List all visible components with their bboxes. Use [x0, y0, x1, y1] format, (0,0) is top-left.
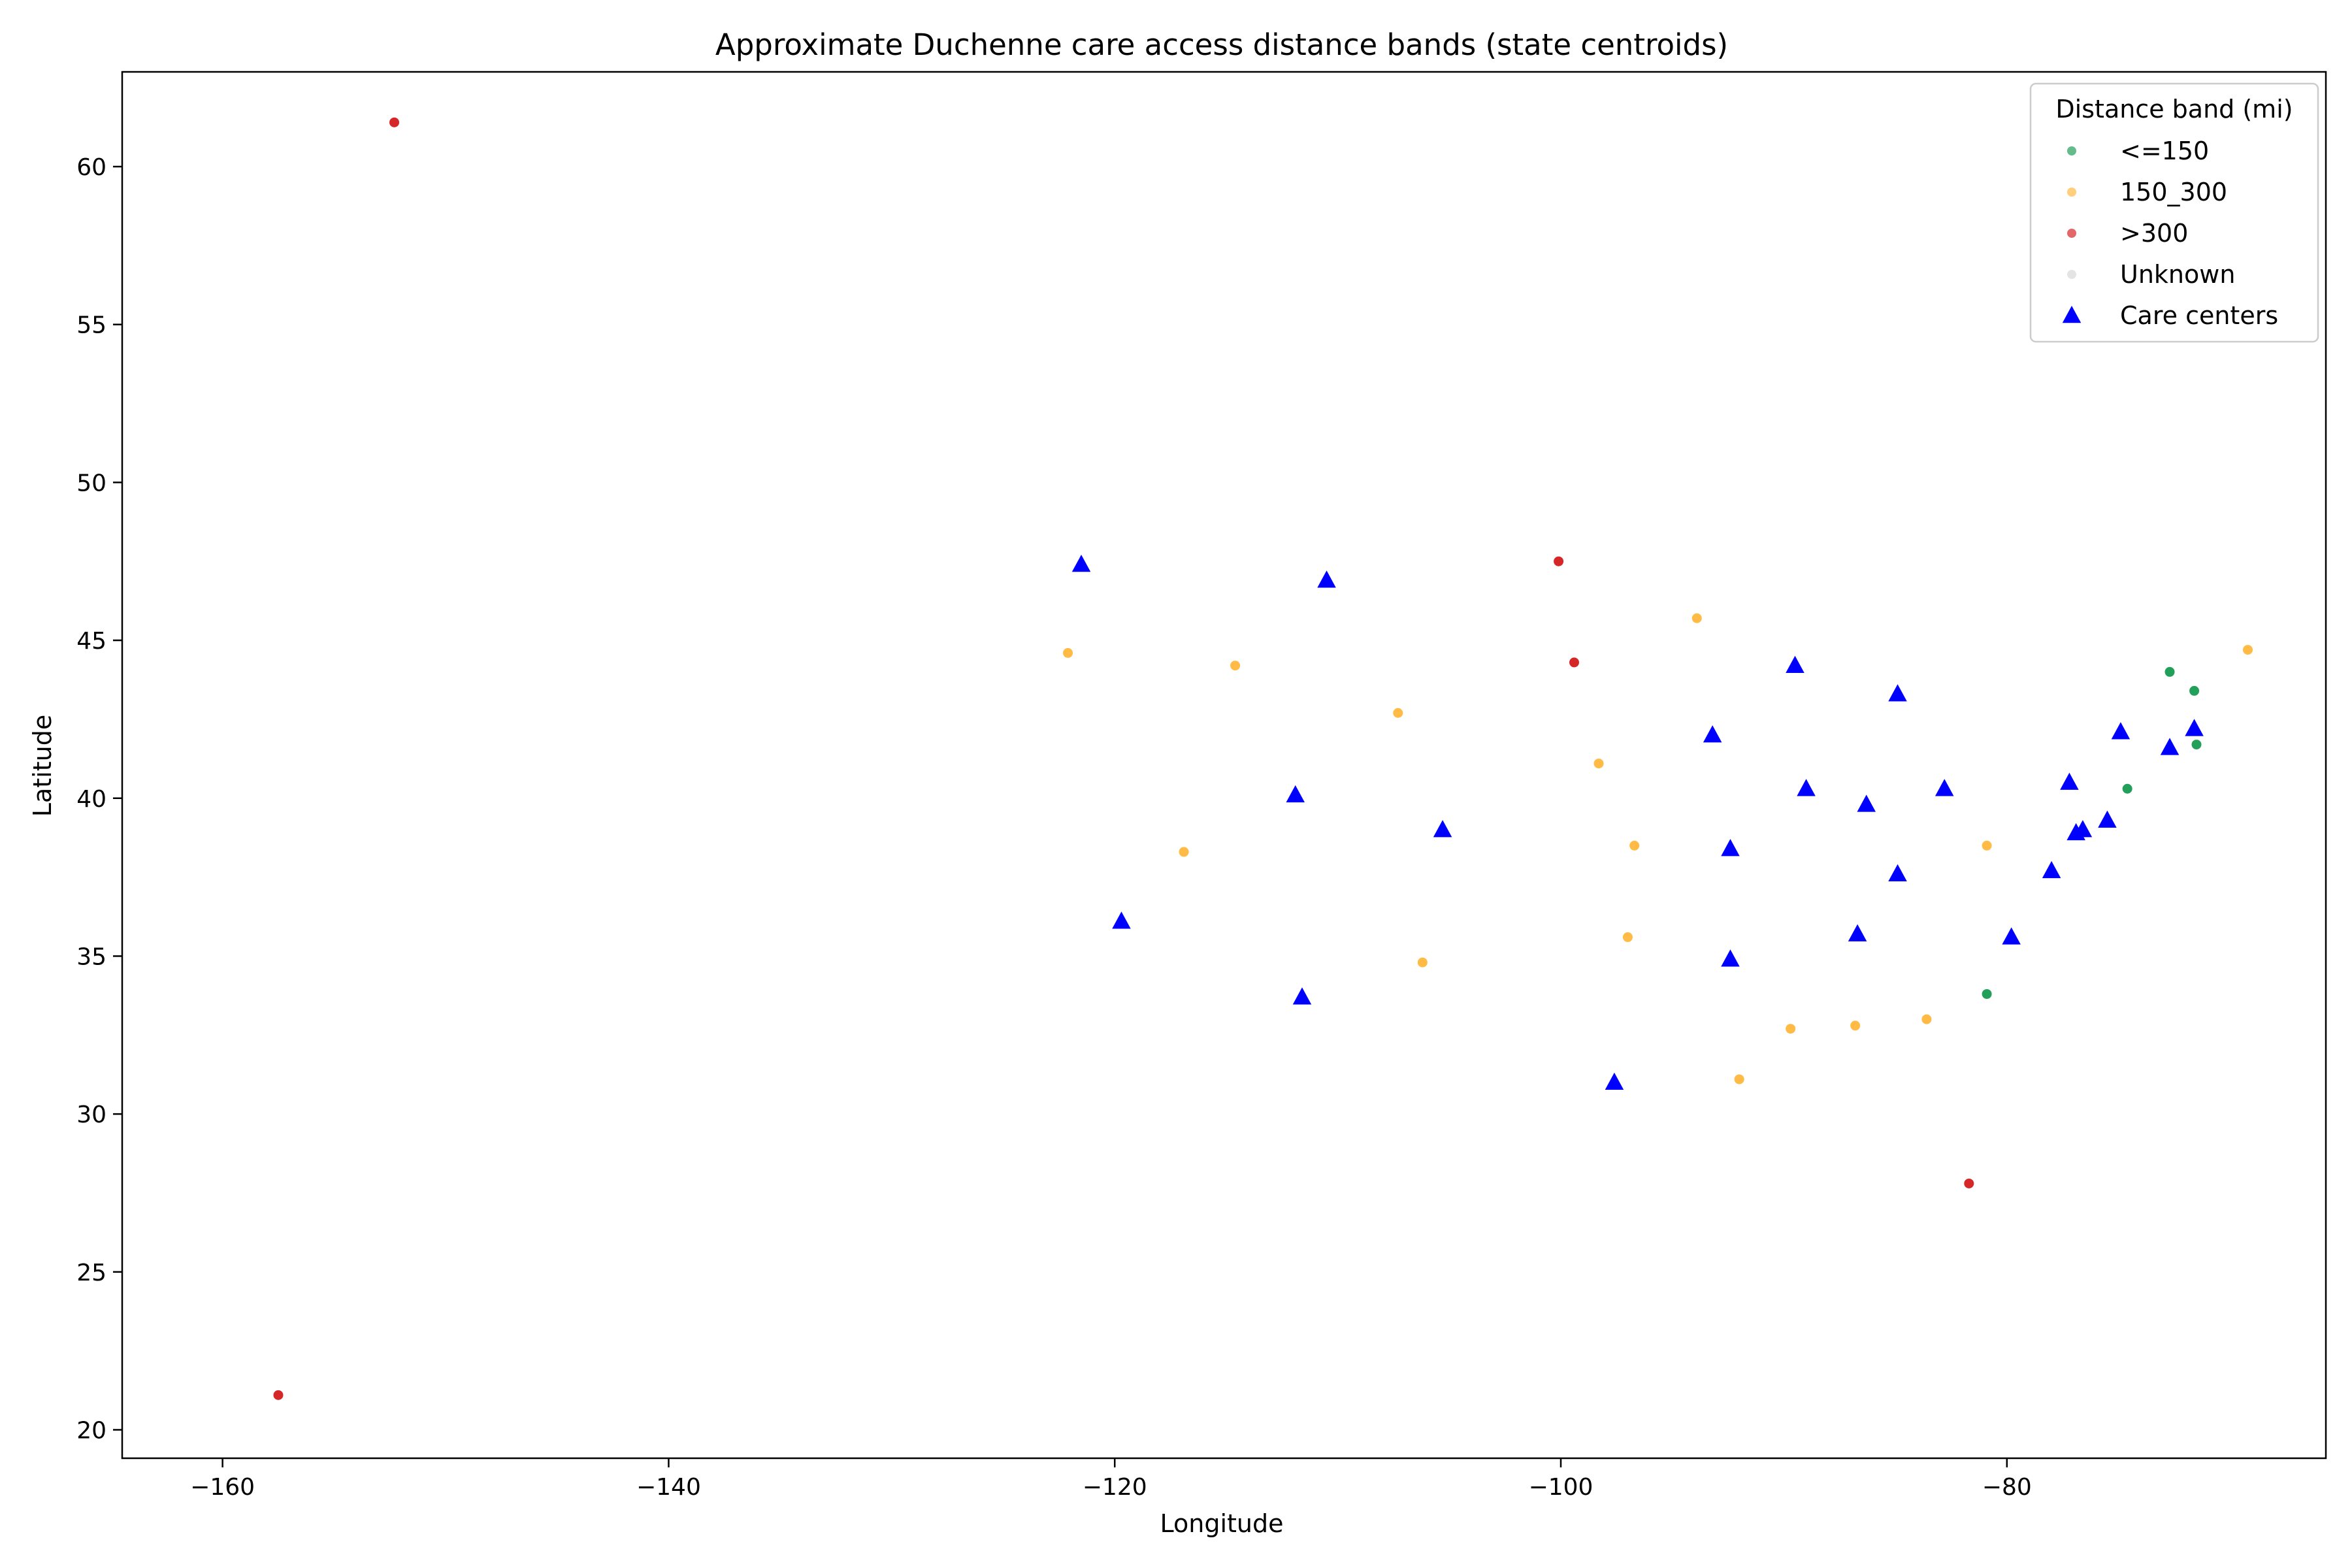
state-centroid-point — [2191, 740, 2202, 750]
y-tick-label: 40 — [76, 786, 106, 813]
legend-circle-marker — [2067, 146, 2076, 155]
state-centroid-point — [1921, 1014, 1932, 1024]
care-center-marker — [2098, 810, 2117, 828]
care-center-marker — [1721, 949, 1740, 967]
y-tick-label: 25 — [76, 1260, 106, 1286]
legend-entry-label: 150_300 — [2120, 178, 2227, 206]
care-center-marker — [2185, 719, 2204, 736]
state-centroid-point — [1629, 840, 1640, 851]
y-tick-label: 60 — [76, 154, 106, 181]
legend-circle-marker — [2067, 188, 2076, 197]
plot-points — [273, 117, 2253, 1400]
state-centroid-point — [273, 1390, 284, 1400]
y-tick-label: 30 — [76, 1102, 106, 1128]
care-center-marker — [1721, 839, 1740, 857]
state-centroid-point — [1593, 759, 1604, 769]
legend-circle-marker — [2067, 229, 2076, 238]
state-centroid-point — [2189, 685, 2200, 696]
legend: Distance band (mi) <=150 150_300 >300 Unknow… — [2029, 82, 2319, 343]
care-center-marker — [1703, 725, 1722, 743]
y-tick-label: 45 — [76, 628, 106, 655]
care-center-marker — [2160, 738, 2180, 755]
x-axis-label: Longitude — [1160, 1509, 1284, 1538]
chart-title: Approximate Duchenne care access distanc… — [715, 27, 1728, 62]
care-center-marker — [1071, 555, 1091, 572]
y-tick-label: 20 — [76, 1417, 106, 1444]
legend-triangle-marker — [2062, 306, 2082, 323]
care-center-marker — [2060, 772, 2079, 790]
y-tick-label: 35 — [76, 943, 106, 970]
state-centroid-point — [2164, 666, 2175, 677]
state-centroid-point — [1569, 657, 1579, 668]
state-centroid-point — [1691, 613, 1702, 623]
care-center-marker — [1786, 655, 1805, 673]
state-centroid-point — [1982, 840, 1992, 851]
state-centroid-point — [1063, 647, 1073, 658]
plot-frame — [121, 71, 2327, 1460]
x-tick-label: −100 — [1529, 1474, 1593, 1501]
care-center-marker — [1848, 924, 1867, 941]
care-center-marker — [1433, 820, 1452, 838]
legend-box — [2029, 82, 2319, 343]
y-axis: 20 25 30 35 40 45 50 55 60 — [76, 154, 122, 1444]
care-center-marker — [2042, 860, 2061, 879]
care-center-marker — [1888, 864, 1907, 882]
state-centroid-point — [1179, 847, 1189, 857]
x-tick-label: −80 — [1982, 1474, 2032, 1501]
y-axis-label: Latitude — [28, 715, 57, 817]
legend-title: Distance band (mi) — [2055, 95, 2293, 123]
care-center-marker — [1888, 684, 1907, 702]
care-center-marker — [1935, 779, 1954, 796]
state-centroid-point — [1393, 708, 1403, 718]
state-centroid-point — [1850, 1021, 1861, 1031]
state-centroid-point — [2122, 783, 2132, 794]
state-centroid-point — [1554, 556, 1564, 566]
care-center-marker — [1112, 911, 1131, 929]
state-centroid-point — [389, 117, 400, 127]
care-center-marker — [1317, 570, 1336, 588]
care-center-marker — [1292, 987, 1312, 1005]
care-center-marker — [1797, 779, 1816, 796]
x-axis: −160 −140 −120 −100 −80 — [190, 1458, 2032, 1501]
care-center-marker — [1286, 785, 1305, 803]
care-center-marker — [2066, 823, 2085, 841]
x-tick-label: −120 — [1083, 1474, 1147, 1501]
state-centroid-point — [2243, 645, 2253, 655]
legend-entry-label: <=150 — [2120, 137, 2209, 165]
legend-entry-label: >300 — [2120, 219, 2188, 248]
state-centroid-point — [1786, 1024, 1796, 1034]
legend-entry-label: Unknown — [2120, 260, 2235, 289]
y-tick-label: 55 — [76, 312, 106, 339]
care-center-marker — [2002, 927, 2021, 945]
y-tick-label: 50 — [76, 470, 106, 497]
state-centroid-point — [1622, 932, 1633, 942]
care-center-marker — [1605, 1072, 1624, 1090]
x-tick-label: −160 — [190, 1474, 255, 1501]
x-tick-label: −140 — [636, 1474, 701, 1501]
care-center-marker — [2111, 722, 2131, 740]
care-center-marker — [1857, 794, 1876, 812]
state-centroid-point — [1982, 988, 1992, 999]
state-centroid-point — [1417, 957, 1428, 968]
legend-entry-label: Care centers — [2120, 301, 2278, 330]
state-centroid-point — [1964, 1178, 1974, 1188]
state-centroid-point — [1230, 661, 1241, 671]
legend-circle-marker — [2067, 270, 2076, 279]
state-centroid-point — [1734, 1074, 1744, 1085]
